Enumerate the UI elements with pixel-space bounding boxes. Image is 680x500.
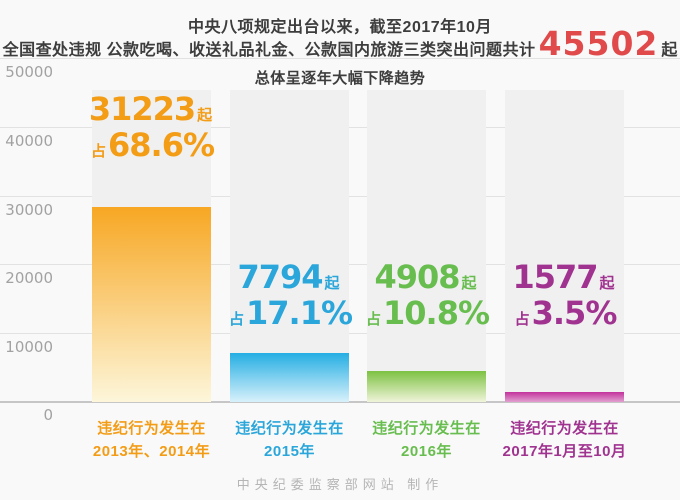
title-line-2-text: 全国查处违规 公款吃喝、收送礼品礼金、公款国内旅游三类突出问题共计 [2,42,536,59]
value-label: 1577 起 占 3.5% [512,258,618,332]
bar-2013-2014 [92,207,211,402]
share-value: 17.1% [246,294,353,332]
category-label: 违纪行为发生在 2015年 [235,420,344,460]
category-label: 违纪行为发生在 2016年 [372,420,481,460]
bar-column-2013-2014: 31223 起 占 68.6% 违纪行为发生在 2013年、2014年 [88,0,215,500]
y-tick-label: 0 [43,406,53,424]
bar-track [230,90,349,402]
gridline-50000 [0,58,680,59]
bar-track [505,90,624,402]
bar-track [367,90,486,402]
count-value: 1577 [512,258,598,296]
bar-column-2017: 1577 起 占 3.5% 违纪行为发生在 2017年1月至10月 [502,0,627,500]
bar-2016 [367,371,486,402]
count-unit: 起 [324,275,340,292]
total-count-number: 45502 [538,24,659,63]
count-value: 4908 [374,258,460,296]
count-unit: 起 [599,275,615,292]
value-label: 31223 起 占 68.6% [88,90,215,164]
count-value: 7794 [237,258,323,296]
count-unit: 起 [197,107,213,124]
category-label: 违纪行为发生在 2013年、2014年 [92,420,211,460]
share-prefix: 占 [90,143,106,160]
title-line-3: 总体呈逐年大幅下降趋势 [254,70,426,87]
bar-2015 [230,353,349,402]
bar-column-2015: 7794 起 占 17.1% 违纪行为发生在 2015年 [227,0,353,500]
value-label: 4908 起 占 10.8% [364,258,490,332]
y-tick-label: 40000 [5,132,53,150]
share-value: 10.8% [383,294,490,332]
value-label: 7794 起 占 17.1% [227,258,353,332]
y-tick-label: 50000 [5,63,53,81]
bar-2017 [505,392,624,402]
credit-line: 中央纪委监察部网站 制作 [236,477,444,492]
share-prefix: 占 [365,311,381,328]
total-count-unit: 起 [661,42,678,59]
title-line-1: 中央八项规定出台以来，截至2017年10月 [188,19,492,36]
count-value: 31223 [88,90,196,128]
title-line-2: 全国查处违规 公款吃喝、收送礼品礼金、公款国内旅游三类突出问题共计 45502 … [0,24,680,63]
y-tick-label: 30000 [5,201,53,219]
x-axis-baseline [0,401,680,403]
share-prefix: 占 [514,311,530,328]
share-prefix: 占 [228,311,244,328]
count-unit: 起 [461,275,477,292]
y-tick-label: 20000 [5,269,53,287]
share-value: 68.6% [108,126,215,164]
share-value: 3.5% [531,294,618,332]
category-label: 违纪行为发生在 2017年1月至10月 [502,420,627,460]
bar-column-2016: 4908 起 占 10.8% 违纪行为发生在 2016年 [364,0,490,500]
y-tick-label: 10000 [5,338,53,356]
